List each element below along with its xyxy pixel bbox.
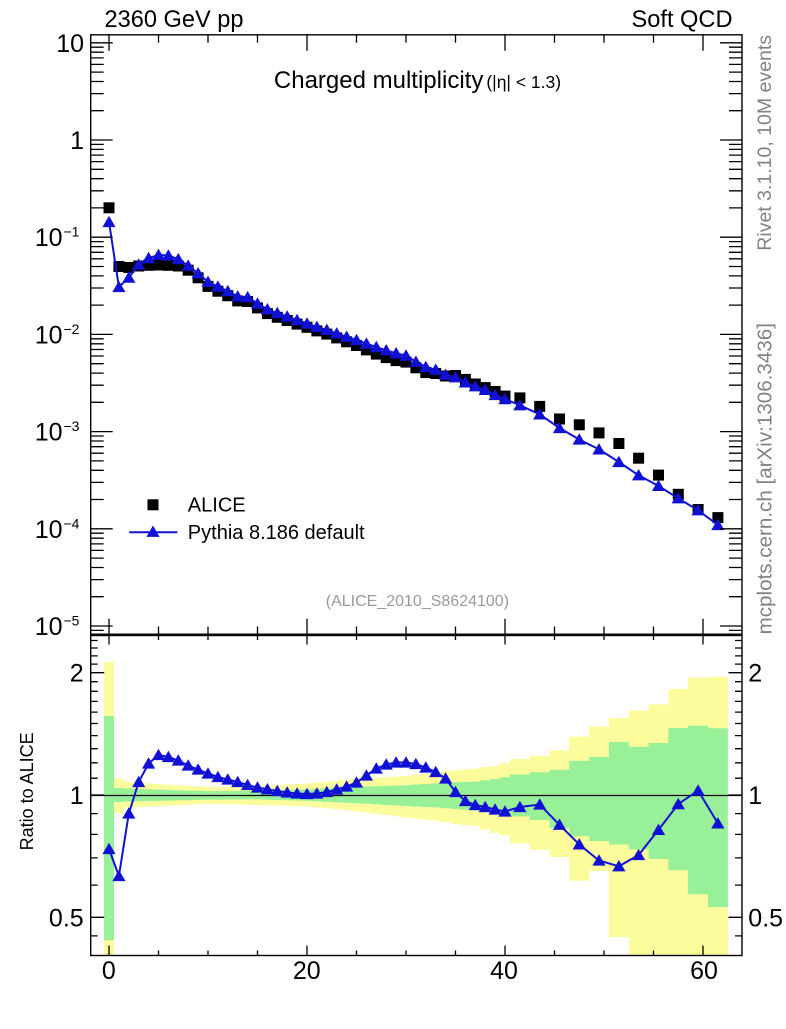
svg-text:20: 20 bbox=[293, 957, 321, 985]
svg-text:10: 10 bbox=[35, 224, 63, 252]
svg-text:Pythia 8.186 default: Pythia 8.186 default bbox=[188, 522, 365, 544]
svg-text:0: 0 bbox=[102, 957, 116, 985]
svg-text:0.5: 0.5 bbox=[748, 904, 783, 932]
svg-text:1: 1 bbox=[748, 782, 762, 810]
svg-text:ALICE: ALICE bbox=[188, 495, 246, 517]
svg-text:Charged multiplicity(|η| < 1.3: Charged multiplicity (|η| < 1.3) bbox=[274, 67, 561, 94]
svg-text:−2: −2 bbox=[64, 321, 80, 337]
svg-text:10: 10 bbox=[56, 30, 84, 58]
svg-text:−3: −3 bbox=[64, 418, 80, 434]
svg-text:2: 2 bbox=[748, 660, 762, 688]
svg-text:2360 GeV pp: 2360 GeV pp bbox=[105, 7, 244, 33]
svg-text:0.5: 0.5 bbox=[49, 904, 84, 932]
svg-text:−1: −1 bbox=[64, 224, 80, 240]
svg-text:10: 10 bbox=[35, 321, 63, 349]
svg-text:1: 1 bbox=[70, 127, 84, 155]
svg-text:10: 10 bbox=[35, 516, 63, 544]
svg-text:Rivet 3.1.10, 10M events: Rivet 3.1.10, 10M events bbox=[754, 35, 776, 251]
svg-text:10: 10 bbox=[35, 419, 63, 447]
svg-text:Soft QCD: Soft QCD bbox=[632, 7, 733, 33]
svg-text:2: 2 bbox=[70, 660, 84, 688]
svg-text:10: 10 bbox=[35, 613, 63, 641]
svg-text:mcplots.cern.ch [arXiv:1306.34: mcplots.cern.ch [arXiv:1306.3436] bbox=[754, 323, 777, 634]
svg-text:40: 40 bbox=[490, 957, 518, 985]
svg-text:60: 60 bbox=[690, 957, 718, 985]
svg-text:1: 1 bbox=[70, 782, 84, 810]
svg-text:−5: −5 bbox=[64, 613, 80, 629]
svg-text:Ratio to ALICE: Ratio to ALICE bbox=[17, 732, 37, 850]
svg-text:(ALICE_2010_S8624100): (ALICE_2010_S8624100) bbox=[326, 593, 509, 610]
svg-text:−4: −4 bbox=[64, 515, 80, 531]
